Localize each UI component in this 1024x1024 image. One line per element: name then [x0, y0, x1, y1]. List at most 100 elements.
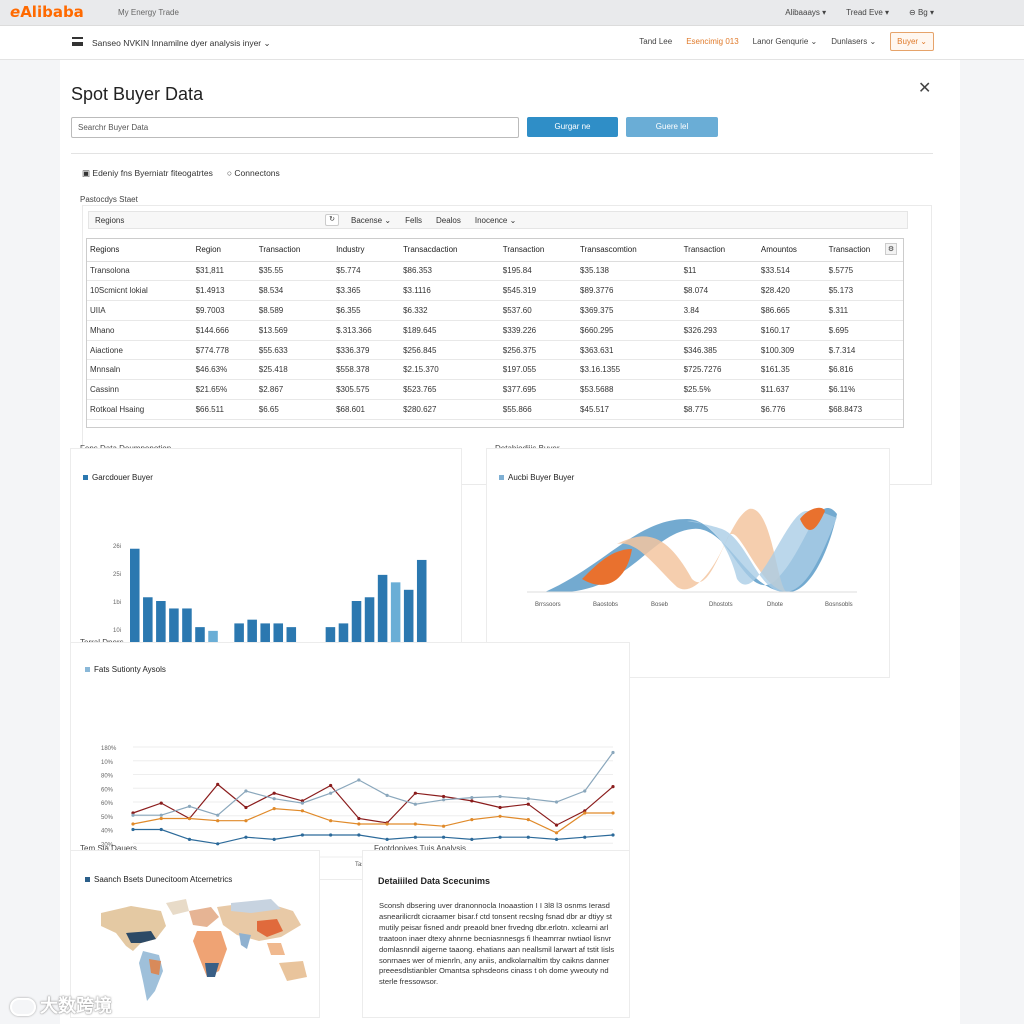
- table-row[interactable]: UIIA $9.7003 $8.589 $6.355 $6.332 $537.60 $369…: [87, 300, 903, 321]
- filter-item-buyer-categories[interactable]: ▣ Edeniy fns Byerniatr fiteogatrtes: [82, 168, 213, 178]
- alibaba-logo[interactable]: eAlibaba: [10, 3, 84, 21]
- table-cell: $35.55: [255, 261, 334, 282]
- column-header[interactable]: Transacdaction: [400, 239, 500, 262]
- detail-body-text: Sconsh dbsering uver dranonnocla Inoaast…: [379, 901, 615, 987]
- top-right-item-2[interactable]: Tread Eve ▾: [846, 8, 890, 17]
- data-table-card: Regions ↻ Bacense ⌄ Fells Dealos Inocenc…: [82, 205, 932, 485]
- secondary-action-button[interactable]: Guere lel: [626, 117, 718, 137]
- detail-card: Detaiiiled Data Scecunims Sconsh dbserin…: [362, 850, 630, 1018]
- table-row[interactable]: Transolona $31,811 $35.55 $5.774 $86.353 $195…: [87, 261, 903, 282]
- breadcrumb-dropdown[interactable]: Sanseo NVKIN Innamilne dyer analysis iny…: [92, 38, 271, 48]
- regions-filter[interactable]: Regions: [95, 216, 125, 225]
- line-point: [554, 823, 559, 827]
- line-point: [131, 811, 135, 815]
- top-nav-link[interactable]: My Energy Trade: [118, 8, 179, 17]
- sub-link-1[interactable]: Tand Lee: [639, 37, 673, 46]
- toolbar-filter-1[interactable]: Bacense ⌄: [351, 216, 392, 225]
- table-cell: $545.319: [499, 280, 578, 302]
- table-cell: $326.293: [680, 320, 758, 341]
- table-cell: $68.8473: [825, 399, 903, 420]
- main-panel: Spot Buyer Data ✕ Searchr Buyer Data Gur…: [60, 60, 960, 1024]
- map-south-america: [139, 951, 163, 1001]
- buyer-dropdown-button[interactable]: Buyer ⌄: [890, 32, 934, 51]
- bar: [351, 601, 362, 657]
- table-row[interactable]: Mnnsaln $46.63% $25.418 $558.378 $2.15.370 $1…: [87, 359, 903, 381]
- toolbar-filter-2[interactable]: Fells: [405, 216, 422, 225]
- wave-x-tick: Boseb: [651, 602, 669, 608]
- table-cell: $31,811: [192, 261, 256, 282]
- table-cell: Cassinn: [87, 379, 193, 401]
- line-point: [216, 782, 220, 786]
- column-header[interactable]: Amountos: [757, 239, 826, 262]
- table-cell: $5.774: [333, 261, 401, 282]
- wave-x-tick: Brrssoors: [535, 602, 561, 608]
- line-series: [132, 783, 614, 826]
- line-point: [159, 816, 163, 821]
- close-icon[interactable]: ✕: [918, 80, 932, 97]
- search-input[interactable]: Searchr Buyer Data: [71, 117, 519, 138]
- table-cell: $774.778: [192, 340, 256, 361]
- sub-right-menu: Tand Lee Esencimig 013 Lanor Genqurie ⌄ …: [639, 32, 934, 51]
- table-cell: $13.569: [255, 320, 334, 341]
- toolbar-filter-4[interactable]: Inocence ⌄: [474, 216, 517, 225]
- table-cell: $.695: [825, 320, 903, 341]
- column-header[interactable]: Transaction: [825, 239, 903, 262]
- sub-link-3[interactable]: Lanor Genqurie ⌄: [752, 37, 818, 46]
- line-point: [300, 799, 305, 803]
- table-cell: UIIA: [87, 300, 193, 321]
- sub-link-2[interactable]: Esencimig 013: [686, 37, 739, 46]
- table-cell: $8.074: [680, 280, 758, 302]
- world-map: [101, 899, 307, 1001]
- column-header[interactable]: Regions: [87, 239, 193, 262]
- primary-action-button[interactable]: Gurgar ne: [527, 117, 618, 137]
- top-right-item-3[interactable]: ⊖ Bg ▾: [909, 8, 934, 17]
- table-row[interactable]: Mhano $144.666 $13.569 $.313.366 $189.645 $33…: [87, 320, 903, 341]
- column-header[interactable]: Transaction: [499, 239, 578, 262]
- table-cell: $725.7276: [680, 359, 758, 381]
- bar: [364, 597, 375, 657]
- top-right-item-1[interactable]: Alibaaays ▾: [785, 8, 827, 17]
- column-header[interactable]: Transaction: [680, 239, 758, 262]
- table-cell: $523.765: [400, 379, 500, 401]
- line-point: [470, 796, 474, 800]
- table-cell: $305.575: [333, 379, 401, 401]
- toolbar-filter-3[interactable]: Dealos: [435, 216, 461, 225]
- legend-swatch: [83, 475, 88, 481]
- table-row[interactable]: Rotkoal Hsaing $66.511 $6.65 $68.601 $280.62…: [87, 399, 903, 420]
- table-cell: $8.534: [255, 280, 334, 302]
- table-body: Transolona $31,811 $35.55 $5.774 $86.353 $195…: [87, 261, 903, 420]
- column-header[interactable]: Transaction: [255, 239, 334, 262]
- table-cell: $.7.314: [825, 340, 903, 361]
- hamburger-menu-icon[interactable]: [72, 37, 83, 46]
- table-cell: $369.375: [577, 300, 681, 321]
- table-settings-icon[interactable]: ⚙: [885, 243, 897, 255]
- filter-item-connections[interactable]: ○ Connectons: [226, 168, 280, 178]
- line-point: [498, 805, 502, 810]
- table-row[interactable]: 10Scmicnt lokial $1.4913 $8.534 $3.365 $3.11…: [87, 280, 903, 302]
- line-point: [187, 816, 192, 821]
- table-cell: $2.867: [255, 379, 334, 401]
- bar: [273, 623, 284, 657]
- table-cell: Rotkoal Hsaing: [87, 399, 193, 420]
- line-point: [131, 822, 135, 826]
- checkbox-icon: ▣: [82, 168, 91, 178]
- line-point: [216, 842, 220, 846]
- table-row[interactable]: Aiactione $774.778 $55.633 $336.379 $256.845…: [87, 340, 903, 361]
- table-cell: Aiactione: [87, 340, 193, 361]
- refresh-icon[interactable]: ↻: [325, 214, 339, 226]
- table-row[interactable]: Cassinn $21.65% $2.867 $305.575 $523.765 $377…: [87, 379, 903, 401]
- line-point: [526, 818, 530, 822]
- line-chart-card: Fats Sutionty Aysols No20%40%50%60%60%80…: [70, 642, 630, 880]
- bar-y-tick: 26i: [113, 544, 121, 550]
- page-title: Spot Buyer Data: [71, 84, 204, 104]
- column-header[interactable]: Region: [192, 239, 256, 262]
- table-cell: $6.11%: [825, 379, 903, 401]
- table-cell: $3.1116: [400, 280, 500, 302]
- column-header[interactable]: Transascomtion: [577, 239, 681, 262]
- table-cell: $53.5688: [577, 379, 681, 401]
- line-point: [554, 837, 559, 841]
- sub-link-4[interactable]: Dunlasers ⌄: [831, 37, 877, 46]
- line-y-tick: 60%: [101, 801, 114, 807]
- table-cell: $3.365: [333, 280, 401, 302]
- column-header[interactable]: Industry: [333, 239, 401, 262]
